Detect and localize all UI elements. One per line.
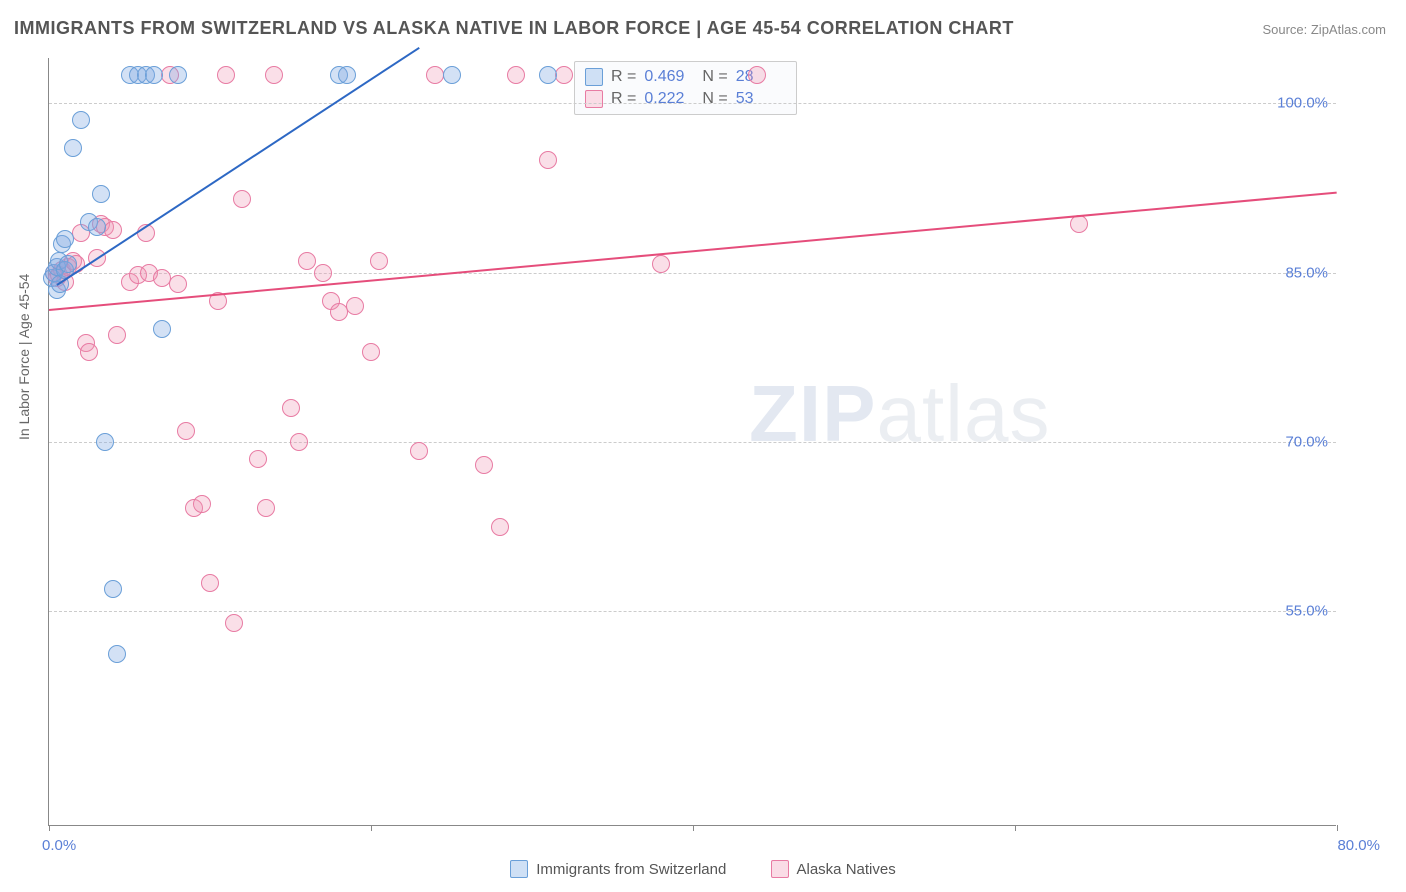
scatter-point xyxy=(201,574,219,592)
trend-line xyxy=(49,191,1337,310)
x-tick xyxy=(693,825,694,831)
scatter-point xyxy=(72,111,90,129)
scatter-point xyxy=(108,326,126,344)
scatter-point xyxy=(475,456,493,474)
x-tick xyxy=(1015,825,1016,831)
scatter-point xyxy=(748,66,766,84)
scatter-point xyxy=(169,275,187,293)
scatter-point xyxy=(539,151,557,169)
scatter-point xyxy=(443,66,461,84)
scatter-point xyxy=(225,614,243,632)
y-tick-label: 55.0% xyxy=(1285,603,1328,620)
scatter-point xyxy=(153,320,171,338)
scatter-point xyxy=(59,255,77,273)
scatter-point xyxy=(96,433,114,451)
y-tick-label: 85.0% xyxy=(1285,264,1328,281)
x-axis-min-label: 0.0% xyxy=(42,837,76,854)
scatter-point xyxy=(652,255,670,273)
y-axis-label: In Labor Force | Age 45-54 xyxy=(16,274,32,440)
trend-line xyxy=(56,47,419,286)
scatter-point xyxy=(193,495,211,513)
scatter-point xyxy=(539,66,557,84)
grid-line xyxy=(49,442,1336,443)
r-value: 0.222 xyxy=(644,90,694,108)
scatter-point xyxy=(88,218,106,236)
legend-label: Alaska Natives xyxy=(797,861,896,878)
r-label: R = xyxy=(611,90,636,108)
y-tick-label: 100.0% xyxy=(1277,95,1328,112)
scatter-point xyxy=(298,252,316,270)
scatter-point xyxy=(64,139,82,157)
x-tick xyxy=(1337,825,1338,831)
n-label: N = xyxy=(702,68,727,86)
stats-row: R = 0.222 N = 53 xyxy=(585,88,786,110)
scatter-point xyxy=(56,230,74,248)
scatter-point xyxy=(282,399,300,417)
scatter-point xyxy=(410,442,428,460)
scatter-point xyxy=(362,343,380,361)
legend-swatch-icon xyxy=(510,860,528,878)
legend-swatch-icon xyxy=(771,860,789,878)
scatter-point xyxy=(104,221,122,239)
legend-item-switzerland: Immigrants from Switzerland xyxy=(510,860,726,878)
scatter-point xyxy=(338,66,356,84)
x-axis-max-label: 80.0% xyxy=(1337,837,1380,854)
scatter-point xyxy=(104,580,122,598)
r-label: R = xyxy=(611,68,636,86)
y-tick-label: 70.0% xyxy=(1285,434,1328,451)
scatter-point xyxy=(507,66,525,84)
chart-title: IMMIGRANTS FROM SWITZERLAND VS ALASKA NA… xyxy=(14,18,1014,39)
scatter-point xyxy=(491,518,509,536)
scatter-point xyxy=(257,499,275,517)
n-value: 53 xyxy=(736,90,786,108)
grid-line xyxy=(49,273,1336,274)
scatter-point xyxy=(145,66,163,84)
series-legend: Immigrants from Switzerland Alaska Nativ… xyxy=(0,860,1406,882)
scatter-point xyxy=(249,450,267,468)
source-attribution: Source: ZipAtlas.com xyxy=(1262,22,1386,37)
scatter-point xyxy=(265,66,283,84)
n-label: N = xyxy=(702,90,727,108)
grid-line xyxy=(49,103,1336,104)
grid-line xyxy=(49,611,1336,612)
scatter-point xyxy=(290,433,308,451)
scatter-point xyxy=(370,252,388,270)
scatter-point xyxy=(233,190,251,208)
scatter-point xyxy=(177,422,195,440)
scatter-point xyxy=(80,343,98,361)
legend-label: Immigrants from Switzerland xyxy=(536,861,726,878)
legend-swatch-icon xyxy=(585,90,603,108)
scatter-point xyxy=(314,264,332,282)
scatter-point xyxy=(217,66,235,84)
watermark: ZIPatlas xyxy=(749,368,1050,460)
scatter-point xyxy=(346,297,364,315)
x-tick xyxy=(49,825,50,831)
scatter-point xyxy=(108,645,126,663)
scatter-point xyxy=(1070,215,1088,233)
x-tick xyxy=(371,825,372,831)
plot-area: ZIPatlas R = 0.469N = 28R = 0.222N = 53 … xyxy=(48,58,1336,826)
scatter-point xyxy=(92,185,110,203)
scatter-point xyxy=(555,66,573,84)
legend-swatch-icon xyxy=(585,68,603,86)
scatter-point xyxy=(169,66,187,84)
r-value: 0.469 xyxy=(644,68,694,86)
legend-item-alaska: Alaska Natives xyxy=(771,860,896,878)
